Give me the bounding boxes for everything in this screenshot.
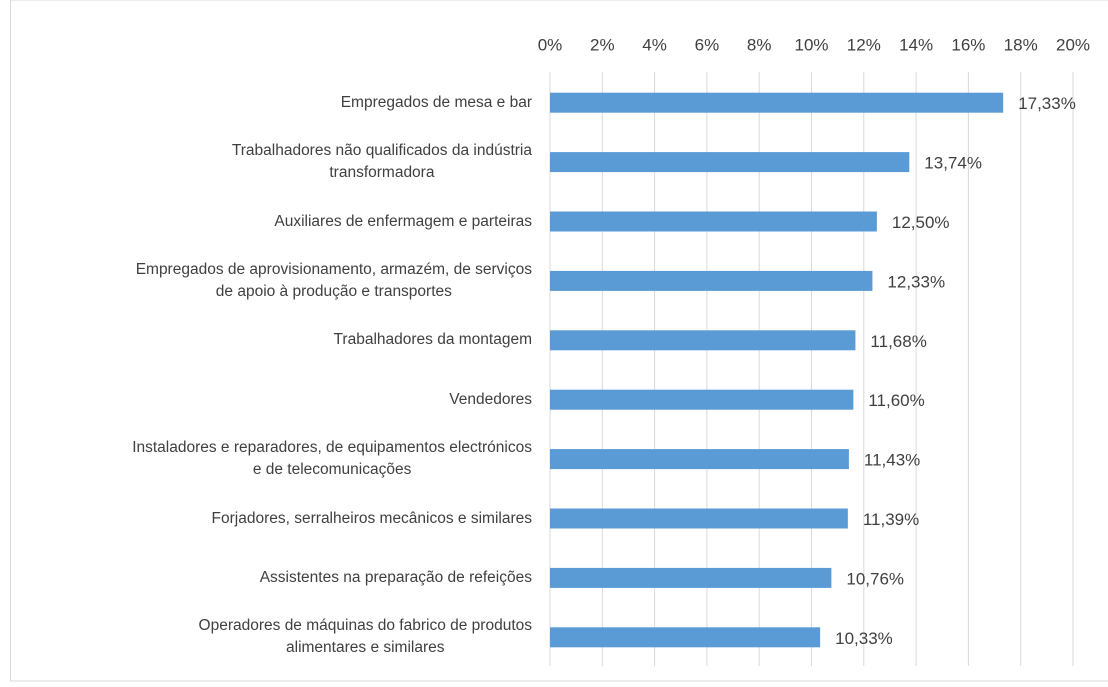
x-tick-label: 10% — [794, 35, 828, 54]
y-tick-label: Empregados de aprovisionamento, armazém,… — [135, 260, 532, 300]
data-label: 13,74% — [924, 154, 982, 173]
y-tick-label: Trabalhadores não qualificados da indúst… — [231, 142, 532, 182]
bar — [550, 449, 849, 470]
data-label: 10,33% — [835, 629, 893, 648]
x-tick-label: 0% — [538, 35, 563, 54]
chart-border — [10, 0, 1108, 682]
x-tick-label: 8% — [747, 35, 772, 54]
data-label: 12,50% — [892, 213, 950, 232]
y-tick-label: Auxiliares de enfermagem e parteiras — [274, 212, 532, 230]
y-tick-label: Vendedores — [449, 390, 532, 408]
bar — [550, 508, 848, 529]
data-label: 10,76% — [846, 569, 904, 588]
y-tick-label: Instaladores e reparadores, de equipamen… — [132, 439, 532, 479]
bar — [550, 567, 832, 588]
y-tick-label: Forjadores, serralheiros mecânicos e sim… — [211, 509, 532, 527]
x-tick-label: 4% — [642, 35, 667, 54]
data-label: 11,43% — [864, 451, 920, 470]
x-tick-label: 6% — [695, 35, 720, 54]
data-label: 11,39% — [863, 510, 919, 529]
y-tick-label: Operadores de máquinas do fabrico de pro… — [198, 617, 532, 657]
x-tick-label: 16% — [951, 35, 985, 54]
y-tick-label: Assistentes na preparação de refeições — [259, 568, 532, 586]
data-label: 11,68% — [870, 332, 926, 351]
bar — [550, 389, 854, 410]
bar — [550, 627, 821, 648]
data-label: 17,33% — [1018, 94, 1076, 113]
bar — [550, 152, 910, 173]
y-tick-label: Trabalhadores da montagem — [333, 331, 532, 349]
x-tick-label: 12% — [847, 35, 881, 54]
bar — [550, 330, 856, 351]
bar — [550, 211, 877, 232]
data-label: 11,60% — [868, 391, 924, 410]
bar — [550, 270, 873, 291]
x-tick-label: 14% — [899, 35, 933, 54]
bar — [550, 92, 1004, 113]
data-label: 12,33% — [887, 272, 945, 291]
x-tick-label: 18% — [1004, 35, 1038, 54]
x-tick-label: 20% — [1056, 35, 1090, 54]
y-tick-label: Empregados de mesa e bar — [340, 93, 532, 111]
x-tick-label: 2% — [590, 35, 615, 54]
